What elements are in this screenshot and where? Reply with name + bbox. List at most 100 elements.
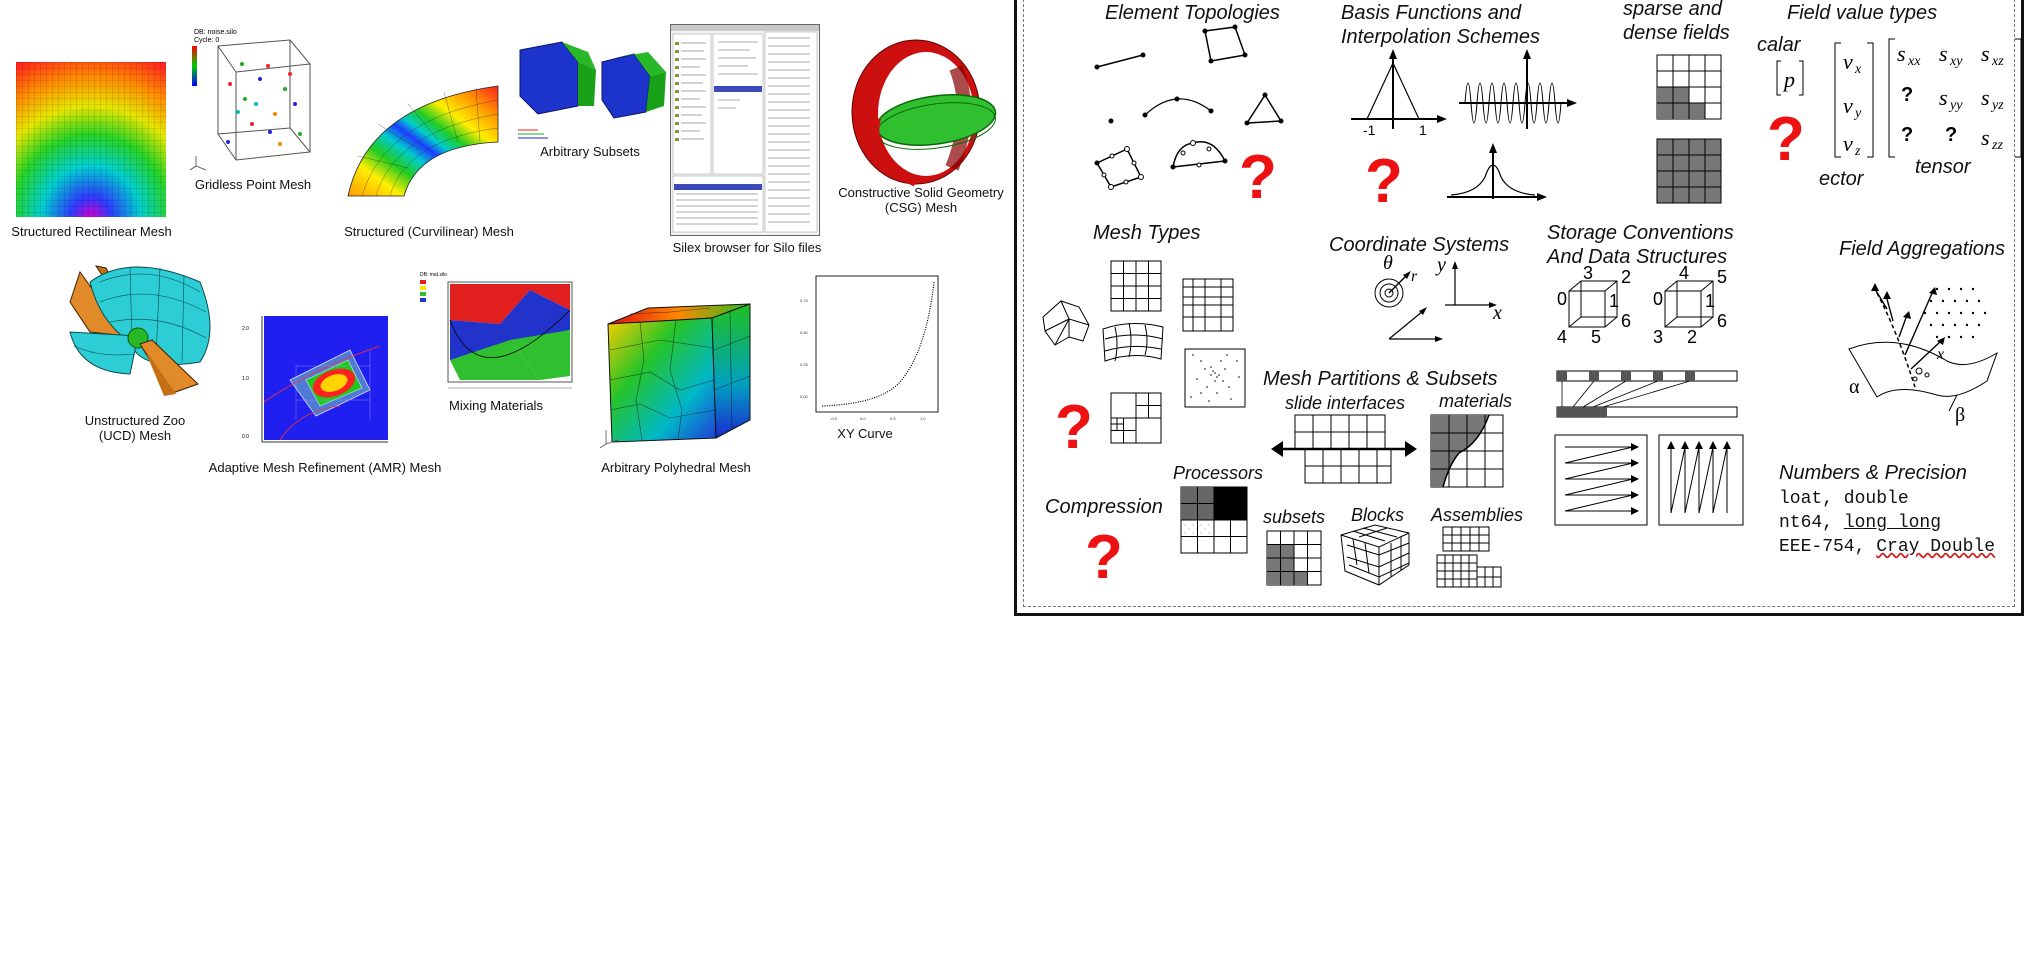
basis-functions-title-line2: Interpolation Schemes (1341, 26, 1541, 48)
polyhedral-mesh-image (600, 300, 752, 448)
tensor-syz: s (1981, 85, 1990, 110)
slide-interfaces-label: slide interfaces (1285, 393, 1406, 413)
mesh-types-title: Mesh Types (1093, 222, 1201, 244)
slide-interfaces-diagram (1271, 414, 1417, 484)
coord-x-label: x (1492, 302, 1502, 324)
vector-label: ector (1819, 168, 1864, 190)
storage-conventions-arrays (1554, 370, 1744, 526)
element-topologies-diagram (1094, 24, 1284, 190)
blocks-diagram (1340, 524, 1410, 586)
subsets-title: subsets (1263, 507, 1326, 527)
tensor-sub-xz: xz (1991, 54, 2004, 69)
precision-long-long: long long (1843, 513, 1942, 533)
polyhedral-caption: Arbitrary Polyhedral Mesh (601, 460, 751, 475)
coord-y-label: y (1435, 254, 1446, 276)
tensor-sxz: s (1981, 41, 1990, 66)
vector-sub-y: y (1853, 106, 1862, 121)
precision-cray-double: Cray Double (1876, 537, 1996, 557)
mesh-types-question-mark: ? (1055, 393, 1093, 462)
aggregation-x-label: x (1936, 346, 1944, 363)
tensor-sxy: s (1939, 41, 1948, 66)
precision-line-3: EEE-754, Cray Double (1779, 535, 1995, 559)
vector-sub-z: z (1854, 144, 1861, 159)
field-value-types-title: Field value types (1787, 2, 1938, 24)
svg-text:DB: mat.silo: DB: mat.silo (420, 272, 447, 278)
tensor-sub-xy: xy (1949, 54, 1963, 69)
svg-text:-0.5: -0.5 (830, 416, 838, 421)
field-value-types-diagram: p v v v x y z s s s s s s xx xy xz yy yz (1776, 38, 2022, 159)
mixing-materials-image: DB: mat.silo (420, 270, 573, 394)
cube-a-label-6: 6 (1621, 311, 1631, 331)
svg-text:0.75: 0.75 (800, 298, 809, 303)
mixing-materials-caption: Mixing Materials (449, 398, 543, 413)
tensor-q2: ? (1901, 124, 1913, 146)
assemblies-diagram (1436, 526, 1502, 588)
cube-b-label-5: 5 (1717, 267, 1727, 287)
sparse-dense-title-line1: sparse and (1623, 0, 1722, 20)
csg-caption-line1: Constructive Solid Geometry (838, 185, 1004, 200)
precision-int64: nt64, (1779, 513, 1844, 533)
panel-inner-border (1023, 0, 2015, 607)
curvilinear-caption: Structured (Curvilinear) Mesh (344, 224, 514, 239)
svg-text:0.25: 0.25 (800, 362, 809, 367)
coordinate-systems-title: Coordinate Systems (1329, 234, 1510, 256)
precision-ieee754: EEE-754, (1779, 537, 1877, 557)
structured-rectilinear-caption: Structured Rectilinear Mesh (11, 224, 172, 239)
precision-line-1: loat, double (1779, 489, 1909, 509)
cube-a-label-1: 1 (1609, 291, 1619, 311)
tensor-q3: ? (1945, 124, 1957, 146)
cube-a-label-0: 0 (1557, 289, 1567, 309)
compression-title: Compression (1045, 496, 1163, 518)
ucd-mesh-image (60, 262, 220, 402)
tensor-syy: s (1939, 85, 1948, 110)
svg-text:1.0: 1.0 (920, 416, 926, 421)
cube-b-label-6: 6 (1717, 311, 1727, 331)
cube-a-label-2: 2 (1621, 267, 1631, 287)
materials-label: materials (1439, 391, 1513, 411)
axis-triad-icon (599, 424, 620, 449)
cube-b-label-1: 1 (1705, 291, 1715, 311)
arbitrary-subsets-image (518, 36, 666, 146)
vector-vx: v (1843, 49, 1853, 74)
ucd-caption-line2: (UCD) Mesh (98, 428, 172, 443)
tensor-q1: ? (1901, 84, 1913, 106)
concepts-panel: Element Topologies ? Basis Functions and… (1014, 0, 2024, 616)
silex-caption: Silex browser for Silo files (672, 240, 822, 255)
materials-diagram (1430, 414, 1504, 488)
structured-rectilinear-mesh-image (16, 62, 166, 217)
cube-a-label-4: 4 (1557, 327, 1567, 347)
beta-label: β (1955, 404, 1965, 426)
tensor-sub-yy: yy (1948, 98, 1963, 113)
curvilinear-mesh-image (347, 84, 500, 197)
svg-text:0.0: 0.0 (242, 434, 249, 440)
element-topologies-title: Element Topologies (1105, 2, 1280, 24)
gridless-point-caption: Gridless Point Mesh (194, 177, 312, 192)
silex-browser-screenshot (670, 24, 820, 236)
field-value-types-question-mark: ? (1767, 105, 1805, 174)
mesh-partitions-title: Mesh Partitions & Subsets (1263, 368, 1498, 390)
cube-b-label-2: 2 (1687, 327, 1697, 347)
element-topologies-question-mark: ? (1239, 143, 1277, 212)
basis-one-label: 1 (1419, 122, 1427, 138)
ucd-caption-line1: Unstructured Zoo (84, 413, 186, 428)
sparse-dense-title-line2: dense fields (1623, 22, 1730, 44)
scalar-p: p (1782, 67, 1795, 92)
tensor-sub-zz: zz (1991, 138, 2003, 153)
svg-text:1.0: 1.0 (242, 376, 249, 382)
tensor-label: tensor (1915, 156, 1971, 178)
assemblies-title: Assemblies (1431, 505, 1524, 525)
xy-curve-image: 0.75 0.50 0.25 0.00 -0.5 0.0 0.5 1.0 (790, 272, 940, 424)
compression-question-mark: ? (1085, 523, 1123, 592)
amr-mesh-image: 2.0 1.0 0.0 (240, 310, 390, 456)
svg-text:0.0: 0.0 (860, 416, 866, 421)
csg-mesh-image (846, 38, 997, 187)
storage-conventions-cubes: 0 3 2 1 4 5 6 0 4 5 1 3 2 6 (1557, 263, 1727, 347)
storage-conventions-title-line1: Storage Conventions (1547, 222, 1734, 244)
svg-text:0.5: 0.5 (890, 416, 896, 421)
coord-theta-label: θ (1383, 252, 1393, 274)
vector-vz: v (1843, 131, 1853, 156)
basis-minus-one-label: -1 (1363, 122, 1376, 138)
arbitrary-subsets-caption: Arbitrary Subsets (540, 144, 640, 159)
svg-text:0.50: 0.50 (800, 330, 809, 335)
alpha-label: α (1849, 376, 1860, 398)
